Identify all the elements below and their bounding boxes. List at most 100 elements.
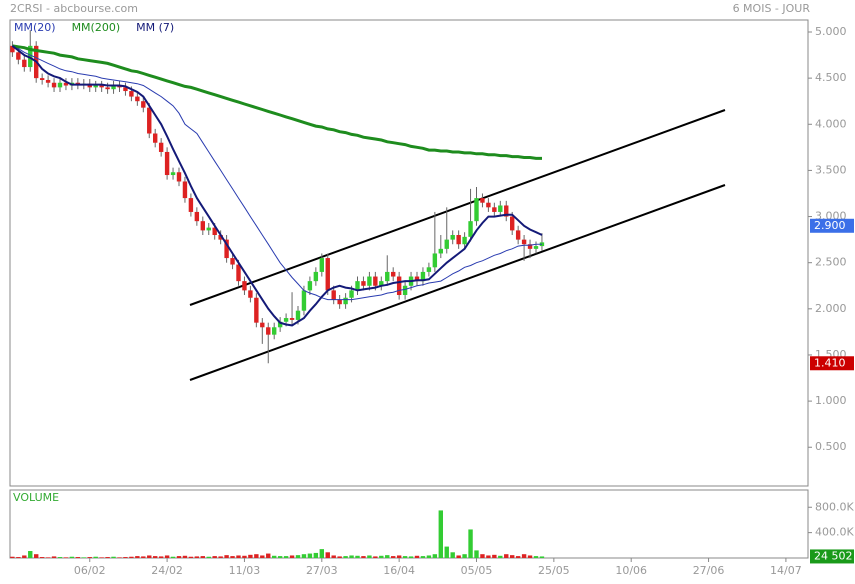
volume-bar: [391, 556, 396, 558]
candle-body: [57, 82, 63, 88]
volume-bar: [266, 553, 271, 558]
y-tick-label: 1.000: [815, 394, 847, 407]
volume-bar: [147, 555, 152, 558]
x-tick-label: 25/05: [538, 564, 570, 577]
volume-bar: [277, 556, 283, 558]
volume-bar: [135, 556, 140, 558]
volume-bar: [45, 557, 51, 558]
candle-body: [51, 82, 57, 88]
y-tick-label: 4.500: [815, 71, 847, 84]
volume-bar: [194, 556, 200, 558]
candle-body: [444, 239, 449, 249]
volume-bar: [164, 555, 170, 558]
volume-bar: [325, 552, 330, 558]
candle-body: [147, 107, 152, 134]
candle-body: [521, 239, 527, 245]
x-tick-label: 06/02: [74, 564, 106, 577]
candle-body: [153, 133, 158, 143]
volume-bar: [373, 556, 378, 558]
volume-tick-label: 800.0K: [815, 500, 854, 513]
candle-body: [182, 181, 188, 199]
x-tick-label: 05/05: [461, 564, 493, 577]
candle-body: [426, 267, 432, 272]
candle-body: [325, 258, 330, 291]
volume-bar: [289, 555, 295, 558]
candle-body: [45, 79, 51, 83]
volume-bar: [39, 557, 45, 558]
candle-body: [16, 52, 21, 60]
volume-bar: [200, 556, 205, 558]
volume-bar: [510, 555, 515, 558]
price-panel: [9, 19, 809, 487]
candle-body: [277, 321, 283, 328]
candle-body: [39, 78, 45, 80]
price-marker-label: 1.410: [814, 356, 846, 369]
candle-body: [10, 45, 15, 53]
candle-body: [230, 258, 235, 265]
volume-bar: [93, 556, 98, 558]
volume-bar: [153, 556, 158, 558]
moving-average-line: [11, 45, 543, 327]
candle-body: [135, 96, 140, 102]
volume-bar: [504, 554, 509, 558]
candle-body: [105, 87, 110, 90]
candle-body: [396, 276, 402, 295]
volume-bar: [408, 556, 414, 558]
y-tick-label: 4.000: [815, 117, 847, 130]
volume-bar: [176, 556, 182, 558]
volume-bar: [272, 555, 277, 558]
candle-body: [170, 172, 176, 176]
candle-body: [462, 236, 467, 245]
volume-bar: [468, 529, 473, 558]
volume-bar: [319, 549, 324, 558]
candle-body: [432, 253, 438, 268]
candle-body: [188, 198, 194, 212]
candle-body: [272, 327, 277, 335]
volume-bar: [99, 557, 104, 558]
trend-channel-lower: [189, 184, 726, 381]
volume-bar: [367, 555, 372, 558]
candle-body: [337, 299, 342, 305]
volume-tick-label: 400.0K: [815, 526, 854, 539]
volume-bar: [539, 556, 545, 558]
price-marker-label: 2.900: [814, 219, 846, 232]
volume-bar: [414, 555, 420, 558]
candle-body: [355, 281, 360, 291]
volume-bar: [224, 555, 229, 558]
candle-body: [492, 207, 497, 212]
volume-bar: [480, 554, 485, 558]
candle-body: [468, 221, 473, 237]
candle-body: [450, 235, 455, 240]
candle-body: [420, 271, 426, 282]
x-tick-label: 24/02: [151, 564, 183, 577]
volume-bar: [444, 546, 449, 558]
candle-body: [289, 318, 295, 320]
moving-average-line: [12, 44, 542, 160]
volume-bar: [188, 556, 194, 558]
volume-bar: [307, 553, 313, 558]
volume-bar: [63, 557, 69, 558]
candle-body: [176, 172, 182, 182]
volume-bar: [81, 557, 86, 558]
volume-bar: [75, 557, 81, 558]
candle-body: [212, 227, 217, 236]
candle-body: [373, 276, 378, 286]
volume-bar: [87, 557, 92, 558]
x-tick-label: 11/03: [229, 564, 261, 577]
x-tick-label: 27/06: [693, 564, 725, 577]
candle-body: [254, 297, 259, 323]
volume-bar: [105, 557, 110, 558]
volume-bar: [248, 554, 253, 558]
candle-body: [385, 271, 390, 282]
candle-body: [498, 205, 503, 212]
candle-body: [248, 290, 253, 298]
volume-bar: [206, 556, 211, 558]
candle-body: [224, 239, 229, 259]
candle-body: [515, 230, 521, 240]
candle-body: [456, 235, 461, 245]
volume-bar: [402, 556, 408, 558]
legend-entry: MM(20): [14, 21, 56, 34]
volume-bar: [16, 557, 21, 558]
candle-body: [307, 281, 313, 291]
volume-bar: [295, 555, 301, 558]
